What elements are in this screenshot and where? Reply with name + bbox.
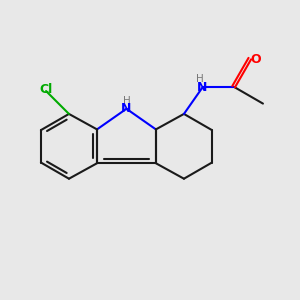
Text: H: H (196, 74, 203, 84)
Text: N: N (121, 102, 132, 115)
Text: O: O (250, 53, 261, 66)
Text: N: N (197, 81, 208, 94)
Text: H: H (123, 95, 130, 106)
Text: Cl: Cl (39, 83, 53, 96)
